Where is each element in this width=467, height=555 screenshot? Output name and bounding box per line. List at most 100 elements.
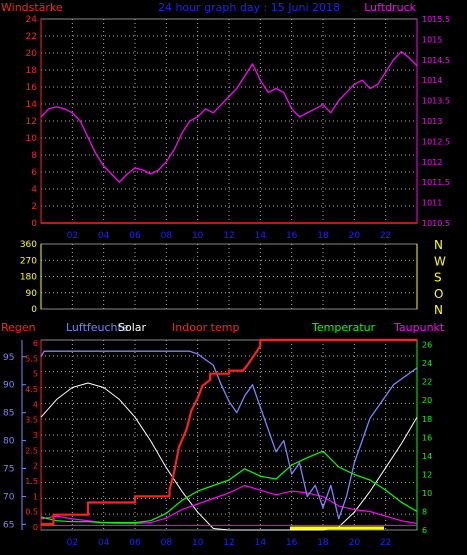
legend-temperatur: Temperatur [311,321,376,334]
rain-tick-label: 5.5 [25,354,38,363]
temperature-series-line [40,450,418,524]
x-tick-label: 16 [286,231,298,241]
x-tick-label: 06 [129,538,141,548]
rain-tick-label: 0.5 [25,508,38,517]
pressure-tick-label: 1014 [422,76,442,85]
direction-compass-label: S [434,271,442,285]
pressure-tick-label: 1012 [422,158,442,167]
rain-series-line [41,338,417,526]
pressure-tick-label: 1013 [422,117,442,126]
humidity-tick-labels: 65 70 75 80 85 90 95 [3,353,26,530]
temperature-tick-label: 10 [422,489,432,498]
rain-tick-label: 3 [33,431,38,440]
x-tick-label: 20 [349,538,361,548]
wind-tick-label: 6 [31,168,37,178]
pressure-tick-label: 1015 [422,35,442,44]
x-tick-label: 08 [161,538,173,548]
humidity-tick-label: 70 [3,492,15,502]
wind-tick-label: 8 [31,151,37,161]
direction-compass-label: N [434,303,443,317]
pressure-tick-label: 1013.5 [422,97,450,106]
direction-compass-label: W [434,254,446,268]
pressure-tick-label: 1010.5 [422,219,450,228]
x-tick-label: 12 [223,538,234,548]
rain-tick-label: 1 [33,492,38,501]
wind-tick-label: 12 [26,117,37,127]
temperature-tick-label: 14 [422,452,432,461]
x-tick-label: 14 [255,231,267,241]
wind-tick-label: 14 [26,100,38,110]
x-tick-label: 12 [223,231,234,241]
pressure-axis-label: Luftdruck [364,1,416,14]
rain-tick-label: 5 [33,370,38,379]
pressure-series-line [40,50,418,183]
humidity-tick-label: 75 [3,465,14,475]
humidity-tick-label: 90 [3,381,15,391]
wind-tick-label: 20 [26,49,38,59]
middle-grid [41,244,417,309]
rain-tick-label: 4.5 [25,385,38,394]
rain-tick-label: 4 [33,400,38,409]
pressure-tick-labels: 1010.5 1011 1011.5 1012 1012.5 1013 1013.5 1014… [422,15,450,228]
direction-degree-label: 270 [20,256,37,266]
x-tick-label: 10 [192,231,204,241]
x-tick-label: 22 [380,231,391,241]
rain-tick-label: 0 [33,523,38,532]
rain-tick-label: 1.5 [25,477,38,486]
pressure-tick-label: 1011.5 [422,178,450,187]
x-tick-label: 14 [255,538,267,548]
direction-degree-label: 0 [31,305,37,315]
legend-taupunkt: Taupunkt [393,321,445,334]
pressure-tick-label: 1011 [422,199,442,208]
x-tick-label: 18 [317,231,329,241]
temperature-tick-label: 18 [422,415,432,424]
direction-degree-label: 180 [20,273,37,283]
bottom-legend: Regen Luftfeuchte Solar Indoor temp Temp… [1,321,445,334]
x-tick-label: 18 [317,538,329,548]
solar-series-line [40,382,418,531]
wind-tick-label: 0 [31,219,37,229]
legend-regen: Regen [1,321,36,334]
humidity-tick-label: 85 [3,409,14,419]
legend-solar: Solar [118,321,147,334]
pressure-tick-label: 1015.5 [422,15,450,24]
legend-luftfeuchte: Luftfeuchte [66,321,129,334]
wind-tick-label: 16 [26,83,38,93]
x-tick-label: 16 [286,538,298,548]
bottom-series [40,338,418,531]
x-tick-label: 10 [192,538,204,548]
temperature-tick-label: 16 [422,433,432,442]
x-tick-label: 04 [98,538,110,548]
top-x-tick-labels: 02 04 06 08 10 12 14 16 18 20 22 [67,231,392,241]
x-tick-label: 02 [67,231,78,241]
rain-tick-label: 6 [33,339,38,348]
x-tick-label: 20 [349,231,361,241]
x-tick-label: 06 [129,231,141,241]
humidity-tick-label: 95 [3,353,14,363]
direction-compass-label: O [434,287,443,301]
temperature-tick-label: 26 [422,341,432,350]
x-tick-label: 02 [67,538,78,548]
rain-tick-label: 2.5 [25,446,38,455]
temperature-tick-label: 20 [422,396,432,405]
pressure-tick-label: 1012.5 [422,137,450,146]
wind-tick-label: 18 [26,66,38,76]
direction-compass-label: N [434,238,443,252]
x-tick-label: 08 [161,231,173,241]
temperature-tick-label: 8 [422,507,427,516]
wind-tick-label: 22 [26,32,37,42]
humidity-tick-label: 80 [3,437,15,447]
top-series [40,50,418,224]
x-tick-label: 22 [380,538,391,548]
direction-degree-label: 90 [26,289,38,299]
temperature-tick-labels: 6 8 10 12 14 16 18 20 22 24 26 [422,341,432,535]
wind-tick-label: 10 [26,134,38,144]
direction-degree-label: 360 [20,240,37,250]
temperature-tick-label: 24 [422,359,432,368]
